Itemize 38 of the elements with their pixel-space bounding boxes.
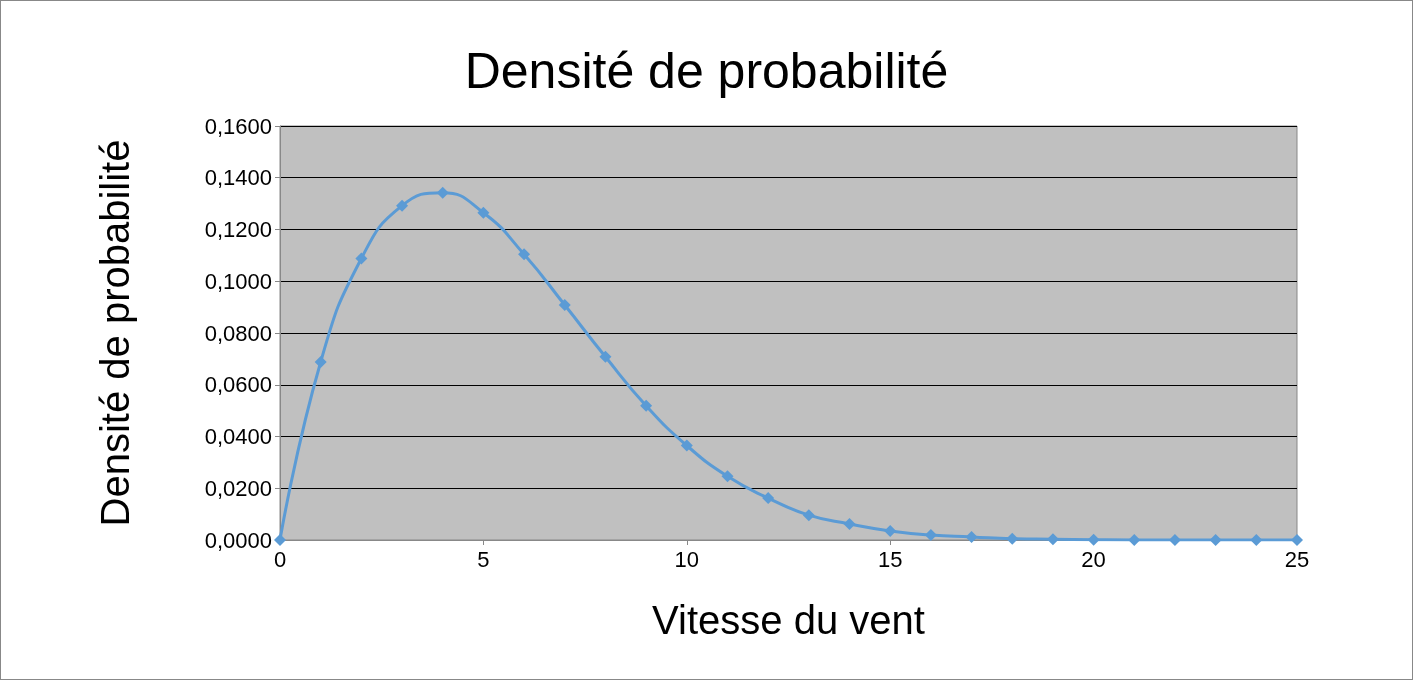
point bbox=[721, 470, 734, 483]
x-axis-title: Vitesse du vent bbox=[652, 598, 925, 642]
point bbox=[396, 199, 409, 212]
point bbox=[884, 524, 897, 537]
y-tick-label: 0,1400 bbox=[204, 165, 272, 191]
point bbox=[558, 299, 571, 312]
y-tick-label: 0,0000 bbox=[204, 527, 272, 553]
chart-title: Densité de probabilité bbox=[464, 43, 949, 99]
point bbox=[802, 509, 815, 522]
y-tick-label: 0,1600 bbox=[204, 113, 272, 139]
y-tick-label: 0,1000 bbox=[204, 268, 272, 294]
point bbox=[1250, 534, 1263, 546]
point bbox=[314, 355, 327, 368]
point bbox=[843, 517, 856, 530]
y-tick-label: 0,0800 bbox=[204, 320, 272, 346]
point bbox=[274, 534, 286, 546]
point bbox=[477, 206, 490, 219]
y-tick-label: 0,0400 bbox=[204, 424, 272, 449]
point bbox=[965, 530, 978, 543]
x-tick-label: 25 bbox=[1284, 546, 1310, 572]
x-tick-label: 0 bbox=[273, 546, 287, 572]
point bbox=[518, 248, 531, 261]
point bbox=[680, 439, 693, 452]
point bbox=[762, 492, 775, 505]
y-axis-title: Densité de probabilité bbox=[93, 139, 137, 527]
y-tick-label: 0,0200 bbox=[204, 475, 272, 501]
y-tick-label: 0,0600 bbox=[204, 372, 272, 398]
point bbox=[1291, 534, 1303, 546]
x-tick-label: 15 bbox=[877, 546, 903, 572]
x-tick-label: 10 bbox=[674, 546, 700, 572]
point bbox=[1209, 534, 1222, 546]
x-tick-label: 5 bbox=[477, 546, 490, 572]
point bbox=[355, 252, 368, 265]
point bbox=[599, 350, 612, 363]
point bbox=[436, 186, 449, 199]
x-tick-label: 20 bbox=[1081, 546, 1106, 572]
y-tick-label: 0,1200 bbox=[204, 217, 272, 242]
point bbox=[640, 399, 653, 412]
